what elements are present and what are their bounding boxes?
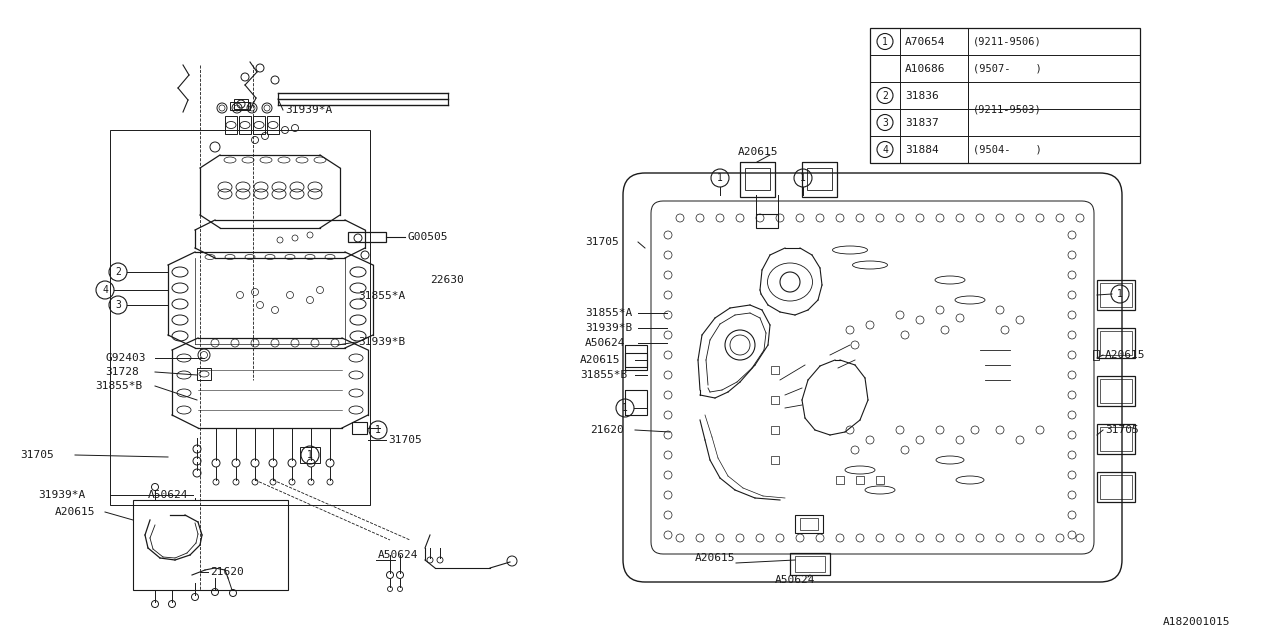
- Text: 31939*A: 31939*A: [285, 105, 333, 115]
- Text: G92403: G92403: [105, 353, 146, 363]
- Text: 3: 3: [882, 118, 888, 127]
- Bar: [870, 28, 1140, 163]
- Bar: [771, 426, 780, 434]
- Bar: [795, 556, 826, 572]
- Text: 31855*A: 31855*A: [358, 291, 406, 301]
- Bar: [133, 500, 288, 590]
- Text: 31855*A: 31855*A: [585, 308, 632, 318]
- Text: 31837: 31837: [905, 118, 938, 127]
- Bar: [800, 518, 818, 530]
- Text: A10686: A10686: [905, 63, 946, 74]
- Text: 31705: 31705: [585, 237, 618, 247]
- Bar: [771, 456, 780, 464]
- Text: A50624: A50624: [378, 550, 419, 560]
- Text: A20615: A20615: [739, 147, 778, 157]
- Text: 31705: 31705: [1105, 425, 1139, 435]
- Text: 31855*B: 31855*B: [580, 370, 627, 380]
- Text: 21620: 21620: [590, 425, 623, 435]
- Bar: [1100, 331, 1132, 355]
- Bar: [876, 476, 884, 484]
- Text: (9211-9506): (9211-9506): [973, 36, 1042, 47]
- Bar: [1100, 475, 1132, 499]
- Text: 1: 1: [375, 425, 381, 435]
- Text: 1: 1: [1117, 289, 1123, 299]
- Text: 1: 1: [882, 36, 888, 47]
- Text: A70654: A70654: [905, 36, 946, 47]
- Text: 31705: 31705: [388, 435, 421, 445]
- Bar: [771, 396, 780, 404]
- Bar: [253, 116, 265, 134]
- Text: 4: 4: [882, 145, 888, 154]
- Bar: [740, 162, 774, 197]
- Bar: [239, 116, 251, 134]
- Text: 2: 2: [882, 90, 888, 100]
- Text: A50624: A50624: [774, 575, 815, 585]
- Bar: [790, 553, 829, 575]
- Text: 31939*B: 31939*B: [585, 323, 632, 333]
- Bar: [836, 476, 844, 484]
- Bar: [1097, 472, 1135, 502]
- Text: 31855*B: 31855*B: [95, 381, 142, 391]
- Text: 1: 1: [800, 173, 806, 183]
- Text: 31705: 31705: [20, 450, 54, 460]
- Text: 31836: 31836: [905, 90, 938, 100]
- Text: 1: 1: [622, 403, 628, 413]
- Bar: [197, 368, 211, 380]
- Text: 31939*B: 31939*B: [358, 337, 406, 347]
- Text: A182001015: A182001015: [1162, 617, 1230, 627]
- Bar: [1097, 376, 1135, 406]
- Text: 3: 3: [115, 300, 120, 310]
- Text: 31728: 31728: [105, 367, 138, 377]
- Bar: [230, 102, 250, 110]
- Bar: [348, 232, 387, 242]
- Text: 1: 1: [717, 173, 723, 183]
- Text: 1: 1: [307, 450, 312, 460]
- Bar: [745, 168, 771, 190]
- Bar: [756, 214, 778, 228]
- Text: A20615: A20615: [1105, 350, 1146, 360]
- Bar: [803, 162, 837, 197]
- Text: A50624: A50624: [148, 490, 188, 500]
- Text: 22630: 22630: [430, 275, 463, 285]
- Bar: [1100, 283, 1132, 307]
- Bar: [352, 422, 367, 434]
- Bar: [1097, 328, 1135, 358]
- Text: (9507-    ): (9507- ): [973, 63, 1042, 74]
- Text: 2: 2: [115, 267, 120, 277]
- Text: 21620: 21620: [210, 567, 243, 577]
- Bar: [300, 447, 320, 463]
- Text: A20615: A20615: [695, 553, 736, 563]
- Bar: [806, 168, 832, 190]
- Text: (9504-    ): (9504- ): [973, 145, 1042, 154]
- Bar: [1093, 350, 1100, 360]
- Text: A50624: A50624: [585, 338, 626, 348]
- Text: 31939*A: 31939*A: [38, 490, 86, 500]
- Bar: [110, 130, 370, 505]
- Bar: [856, 476, 864, 484]
- Bar: [1100, 379, 1132, 403]
- Text: A20615: A20615: [55, 507, 96, 517]
- Bar: [225, 116, 237, 134]
- Bar: [1100, 427, 1132, 451]
- Bar: [625, 390, 646, 415]
- Text: 31884: 31884: [905, 145, 938, 154]
- Bar: [268, 116, 279, 134]
- Text: G00505: G00505: [407, 232, 448, 242]
- Text: (9211-9503): (9211-9503): [973, 104, 1042, 114]
- Bar: [795, 515, 823, 533]
- Bar: [625, 345, 646, 370]
- Bar: [1097, 424, 1135, 454]
- Bar: [234, 99, 248, 109]
- Text: A20615: A20615: [580, 355, 621, 365]
- Bar: [1097, 280, 1135, 310]
- Text: 4: 4: [102, 285, 108, 295]
- Bar: [625, 353, 646, 367]
- Bar: [771, 366, 780, 374]
